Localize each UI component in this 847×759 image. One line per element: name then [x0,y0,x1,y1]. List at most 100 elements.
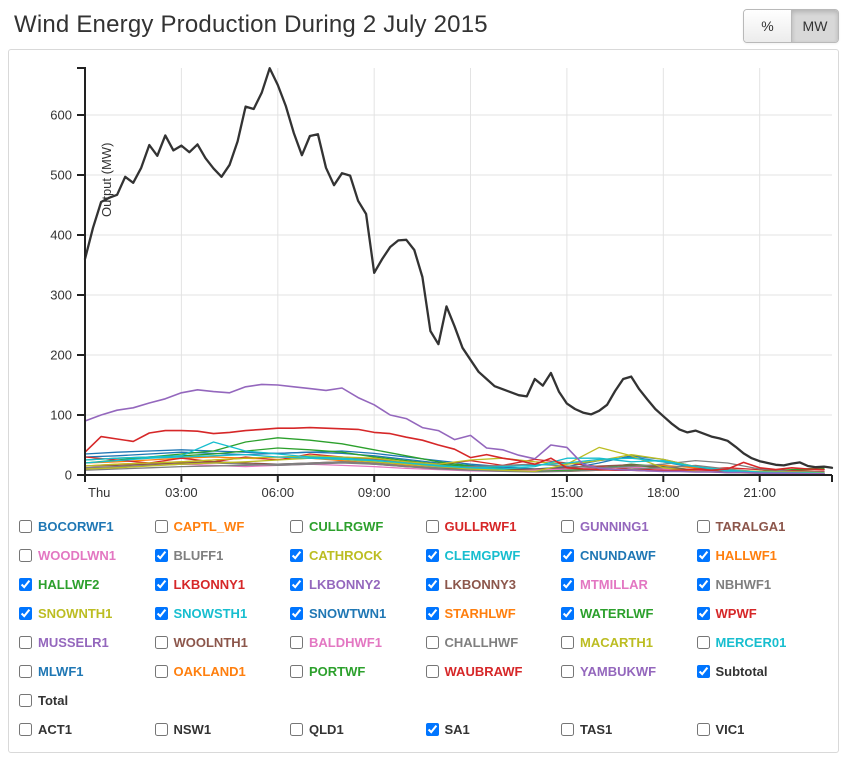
legend-checkbox-SNOWNTH1[interactable] [19,607,32,620]
unit-mw-button[interactable]: MW [791,10,838,42]
region-checkbox-SA1[interactable] [425,723,439,736]
legend-item-MERCER01[interactable]: MERCER01 [696,632,833,653]
legend-item-SNOWSTH1[interactable]: SNOWSTH1 [154,603,291,624]
legend-item-GUNNING1[interactable]: GUNNING1 [561,516,697,537]
legend-checkbox-YAMBUKWF[interactable] [561,665,574,678]
legend-item-SNOWNTH1[interactable]: SNOWNTH1 [19,603,155,624]
legend-checkbox-CULLRGWF[interactable] [290,520,303,533]
region-label-TAS1: TAS1 [580,722,613,737]
legend-checkbox-CATHROCK[interactable] [290,549,303,562]
legend-label-CLEMGPWF: CLEMGPWF [444,548,521,563]
legend-checkbox-BALDHWF1[interactable] [290,636,303,649]
legend-item-CAPTL_WF[interactable]: CAPTL_WF [154,516,291,537]
legend-item-MUSSELR1[interactable]: MUSSELR1 [19,632,155,653]
legend-item-MTMILLAR[interactable]: MTMILLAR [561,574,697,595]
legend-item-OAKLAND1[interactable]: OAKLAND1 [154,661,291,682]
unit-percent-button[interactable]: % [744,10,791,42]
legend-item-TARALGA1[interactable]: TARALGA1 [696,516,833,537]
legend-checkbox-MERCER01[interactable] [696,636,710,649]
legend-label-SNOWNTH1: SNOWNTH1 [38,606,113,621]
region-item-NSW1[interactable]: NSW1 [154,719,291,740]
legend-item-Subtotal[interactable]: Subtotal [696,661,833,682]
legend-checkbox-CNUNDAWF[interactable] [561,549,574,562]
legend-checkbox-STARHLWF[interactable] [425,607,439,620]
legend-item-CATHROCK[interactable]: CATHROCK [290,545,426,566]
region-label-ACT1: ACT1 [38,722,72,737]
legend-item-CHALLHWF[interactable]: CHALLHWF [425,632,562,653]
region-item-QLD1[interactable]: QLD1 [290,719,426,740]
legend-checkbox-MUSSELR1[interactable] [19,636,32,649]
legend-checkbox-GULLRWF1[interactable] [425,520,439,533]
legend-item-LKBONNY3[interactable]: LKBONNY3 [425,574,562,595]
legend-checkbox-Subtotal[interactable] [696,665,710,678]
legend-checkbox-CAPTL_WF[interactable] [154,520,168,533]
legend-label-MACARTH1: MACARTH1 [580,635,653,650]
legend-checkbox-MTMILLAR[interactable] [561,578,574,591]
region-checkbox-ACT1[interactable] [19,723,32,736]
region-item-SA1[interactable]: SA1 [425,719,562,740]
region-checkbox-QLD1[interactable] [290,723,303,736]
legend-item-GULLRWF1[interactable]: GULLRWF1 [425,516,562,537]
legend-item-LKBONNY1[interactable]: LKBONNY1 [154,574,291,595]
legend-checkbox-BLUFF1[interactable] [154,549,168,562]
legend-checkbox-MACARTH1[interactable] [561,636,574,649]
region-checkbox-TAS1[interactable] [561,723,574,736]
legend-item-WAUBRAWF[interactable]: WAUBRAWF [425,661,562,682]
legend-checkbox-CHALLHWF[interactable] [425,636,439,649]
legend-checkbox-WOODLWN1[interactable] [19,549,32,562]
legend-item-STARHLWF[interactable]: STARHLWF [425,603,562,624]
legend-checkbox-WPWF[interactable] [696,607,710,620]
legend-item-MLWF1[interactable]: MLWF1 [19,661,155,682]
legend-item-CLEMGPWF[interactable]: CLEMGPWF [425,545,562,566]
region-item-VIC1[interactable]: VIC1 [696,719,833,740]
region-item-TAS1[interactable]: TAS1 [561,719,697,740]
legend-checkbox-TARALGA1[interactable] [696,520,710,533]
legend-checkbox-NBHWF1[interactable] [696,578,710,591]
region-checkbox-VIC1[interactable] [696,723,710,736]
legend-item-CNUNDAWF[interactable]: CNUNDAWF [561,545,697,566]
legend-item-MACARTH1[interactable]: MACARTH1 [561,632,697,653]
legend-checkbox-CLEMGPWF[interactable] [425,549,439,562]
legend-label-TARALGA1: TARALGA1 [715,519,786,534]
legend-checkbox-HALLWF1[interactable] [696,549,710,562]
legend-item-BOCORWF1[interactable]: BOCORWF1 [19,516,155,537]
legend-label-CATHROCK: CATHROCK [309,548,383,563]
legend-checkbox-WATERLWF[interactable] [561,607,574,620]
legend-item-BALDHWF1[interactable]: BALDHWF1 [290,632,426,653]
legend-item-SNOWTWN1[interactable]: SNOWTWN1 [290,603,426,624]
legend-checkbox-HALLWF2[interactable] [19,578,32,591]
legend-item-YAMBUKWF[interactable]: YAMBUKWF [561,661,697,682]
x-tick-label: 06:00 [262,485,295,500]
legend-item-HALLWF1[interactable]: HALLWF1 [696,545,833,566]
legend-checkbox-GUNNING1[interactable] [561,520,574,533]
legend-checkbox-LKBONNY3[interactable] [425,578,439,591]
legend-checkbox-WAUBRAWF[interactable] [425,665,439,678]
legend-checkbox-SNOWTWN1[interactable] [290,607,303,620]
legend-item-NBHWF1[interactable]: NBHWF1 [696,574,833,595]
page-title: Wind Energy Production During 2 July 201… [14,11,488,38]
legend-checkbox-SNOWSTH1[interactable] [154,607,168,620]
legend-checkbox-PORTWF[interactable] [290,665,303,678]
legend-checkbox-OAKLAND1[interactable] [154,665,168,678]
legend-checkbox-LKBONNY1[interactable] [154,578,168,591]
legend-item-PORTWF[interactable]: PORTWF [290,661,426,682]
legend-item-LKBONNY2[interactable]: LKBONNY2 [290,574,426,595]
legend-item-Total[interactable]: Total [19,690,155,711]
region-checkbox-NSW1[interactable] [154,723,168,736]
region-item-ACT1[interactable]: ACT1 [19,719,155,740]
legend-item-WOOLNTH1[interactable]: WOOLNTH1 [154,632,291,653]
legend-item-WOODLWN1[interactable]: WOODLWN1 [19,545,155,566]
legend-checkbox-WOOLNTH1[interactable] [154,636,168,649]
legend-item-WPWF[interactable]: WPWF [696,603,833,624]
legend-checkbox-Total[interactable] [19,694,32,707]
legend-checkbox-BOCORWF1[interactable] [19,520,32,533]
legend-item-WATERLWF[interactable]: WATERLWF [561,603,697,624]
legend-item-BLUFF1[interactable]: BLUFF1 [154,545,291,566]
series-line-LKBONNY1 [84,426,825,472]
legend-checkbox-MLWF1[interactable] [19,665,32,678]
legend-item-CULLRGWF[interactable]: CULLRGWF [290,516,426,537]
legend-checkbox-LKBONNY2[interactable] [290,578,303,591]
legend-item-HALLWF2[interactable]: HALLWF2 [19,574,155,595]
series-line-SNOWSTH1 [84,441,825,474]
